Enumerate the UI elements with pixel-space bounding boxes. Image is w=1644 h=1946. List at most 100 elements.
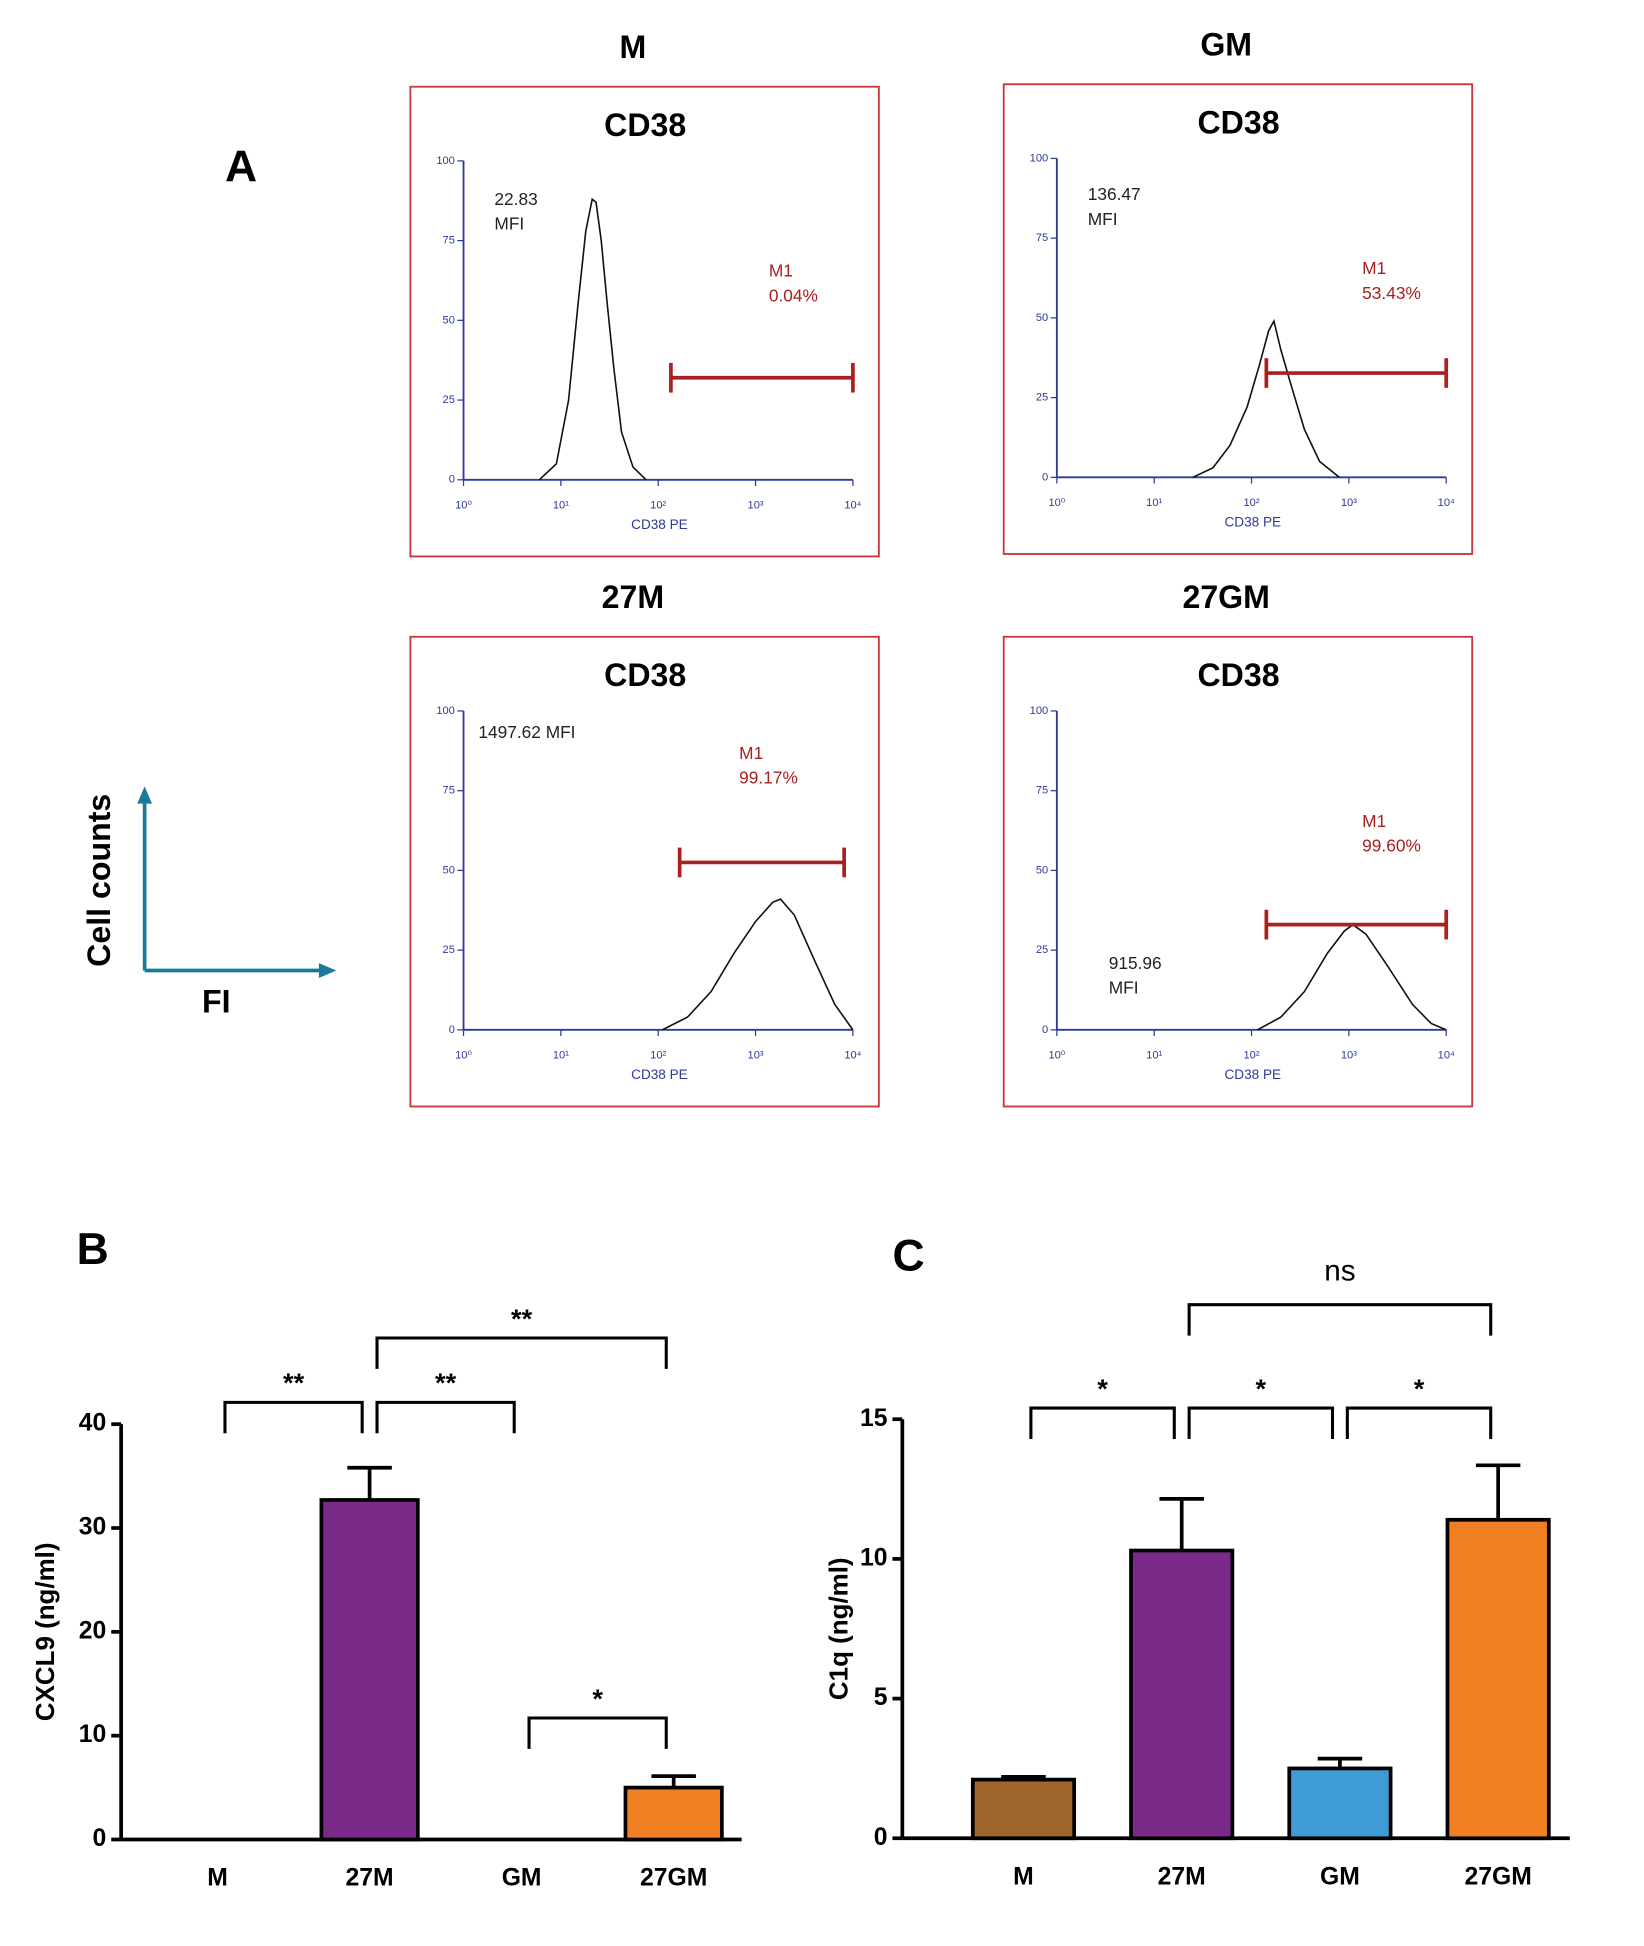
bar: [1287, 1766, 1393, 1841]
y-tick-label: 25: [1036, 392, 1048, 404]
key-arrowhead: [318, 963, 337, 978]
chart-title: CD38: [1197, 105, 1279, 141]
chart-title: CD38: [604, 107, 686, 143]
x-tick-label: 27GM: [1464, 1863, 1531, 1890]
x-tick-label: 10⁰: [455, 1050, 472, 1062]
histogram-curve: [661, 898, 854, 1031]
x-axis-label: CD38 PE: [631, 1067, 688, 1082]
x-tick-label: 10³: [1341, 1050, 1357, 1062]
x-tick-label: GM: [1320, 1863, 1360, 1890]
significance-label: **: [283, 1367, 305, 1398]
key-y-label: Cell counts: [81, 794, 117, 967]
group-title: M: [619, 29, 646, 65]
significance-bracket: [1029, 1406, 1176, 1439]
mfi-label: MFI: [494, 214, 524, 234]
y-tick-label: 75: [443, 785, 455, 797]
bar: [319, 1498, 420, 1842]
y-tick-label: 0: [1042, 1024, 1048, 1036]
y-tick-label: 100: [436, 705, 455, 717]
significance-bracket: [1187, 1406, 1335, 1439]
x-tick-label: 10¹: [1146, 1050, 1162, 1062]
y-tick-label: 10: [860, 1544, 887, 1571]
panel-box: [409, 85, 880, 558]
group-title: 27M: [602, 579, 665, 615]
significance-bracket: [527, 1716, 668, 1749]
y-tick-label: 10: [79, 1721, 107, 1748]
y-tick-label: 25: [1036, 944, 1048, 956]
y-tick-label: 100: [1030, 705, 1049, 717]
significance-label: *: [1097, 1373, 1108, 1404]
panel-box: [1002, 635, 1474, 1108]
key-x-label: FI: [202, 983, 231, 1019]
y-tick-label: 15: [860, 1405, 888, 1432]
bar: [1129, 1548, 1235, 1841]
x-tick-label: 10²: [1244, 1050, 1260, 1062]
y-tick-label: 75: [1036, 232, 1048, 244]
y-tick-label: 0: [1042, 471, 1048, 483]
gate-percent: 99.17%: [739, 767, 798, 787]
x-axis-label: CD38 PE: [1224, 515, 1281, 530]
mfi-label: MFI: [1088, 209, 1118, 229]
significance-bracket: [375, 1400, 516, 1434]
y-tick-label: 25: [443, 944, 455, 956]
x-tick-label: 10⁴: [844, 500, 861, 512]
significance-label: *: [1256, 1373, 1267, 1404]
gate-name: M1: [769, 261, 793, 281]
x-tick-label: 10³: [1341, 497, 1357, 509]
y-tick-label: 5: [874, 1684, 888, 1711]
histogram-curve: [1257, 923, 1447, 1031]
x-tick-label: 10²: [650, 1050, 666, 1062]
significance-bracket: [1187, 1303, 1493, 1336]
x-tick-label: 10⁰: [1048, 1050, 1065, 1062]
significance-label: *: [592, 1683, 603, 1714]
bar: [970, 1777, 1077, 1841]
y-tick-label: 50: [443, 864, 455, 876]
x-tick-label: 10⁰: [455, 500, 472, 512]
significance-label: **: [511, 1303, 533, 1334]
x-tick-label: 10³: [748, 1050, 764, 1062]
panel-box: [1002, 83, 1474, 555]
x-tick-label: 27M: [1158, 1863, 1206, 1890]
y-tick-label: 25: [443, 394, 455, 406]
x-tick-label: 10²: [1244, 497, 1260, 509]
chart-title: CD38: [1197, 657, 1279, 693]
mfi-label: 915.96: [1109, 953, 1162, 973]
histogram-curve: [1192, 318, 1340, 479]
chart-title: CD38: [604, 657, 686, 693]
significance-label: ns: [1324, 1254, 1355, 1287]
significance-bracket: [375, 1336, 668, 1369]
mfi-label: 22.83: [494, 189, 537, 209]
y-tick-label: 0: [874, 1824, 888, 1851]
x-tick-label: 27M: [346, 1865, 394, 1892]
group-title: GM: [1200, 27, 1252, 63]
x-axis-label: CD38 PE: [631, 517, 688, 532]
x-tick-label: 27GM: [640, 1865, 707, 1892]
mfi-label: MFI: [1109, 978, 1139, 998]
bar: [623, 1785, 724, 1842]
bar: [1445, 1517, 1551, 1841]
significance-label: **: [435, 1367, 457, 1398]
y-tick-label: 50: [443, 314, 455, 326]
mfi-label: 136.47: [1088, 184, 1141, 204]
y-tick-label: 0: [449, 474, 455, 486]
y-tick-label: 100: [1030, 152, 1049, 164]
x-tick-label: 10¹: [553, 1050, 569, 1062]
y-tick-label: 40: [79, 1410, 107, 1437]
panel-label: C: [892, 1231, 924, 1280]
y-tick-label: 75: [1036, 785, 1048, 797]
y-tick-label: 50: [1036, 312, 1048, 324]
y-tick-label: 0: [449, 1024, 455, 1036]
x-axis-label: CD38 PE: [1224, 1067, 1281, 1082]
group-title: 27GM: [1182, 579, 1269, 615]
x-tick-label: 10⁰: [1048, 497, 1065, 509]
y-tick-label: 100: [436, 155, 455, 167]
x-tick-label: 10⁴: [844, 1050, 861, 1062]
y-tick-label: 0: [93, 1825, 107, 1852]
significance-bracket: [1345, 1406, 1493, 1439]
gate-percent: 99.60%: [1362, 835, 1421, 855]
gate-percent: 0.04%: [769, 285, 818, 305]
mfi-label: 1497.62 MFI: [478, 722, 575, 742]
x-tick-label: 10¹: [553, 500, 569, 512]
x-tick-label: 10³: [748, 500, 764, 512]
